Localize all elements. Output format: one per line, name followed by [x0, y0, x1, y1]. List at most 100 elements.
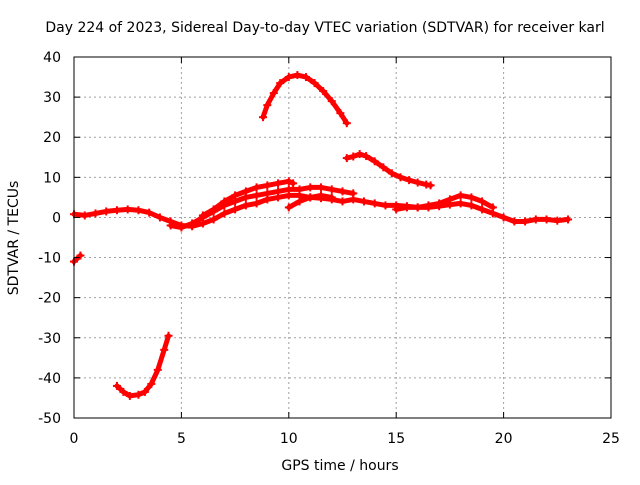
data-point: [166, 221, 175, 230]
data-point: [269, 89, 278, 98]
series-arc-8: [392, 191, 497, 214]
data-point: [147, 379, 156, 388]
data-point: [381, 201, 390, 210]
data-point: [164, 331, 173, 340]
y-tick-label: -40: [38, 371, 61, 387]
data-point: [317, 183, 326, 192]
data-point: [310, 79, 319, 88]
data-point: [349, 152, 358, 161]
data-point: [284, 203, 293, 212]
data-point: [263, 181, 272, 190]
data-point: [274, 179, 283, 188]
data-point: [112, 206, 121, 215]
y-tick-label: -30: [38, 331, 61, 347]
plot-frame: [73, 56, 612, 419]
y-tick-label: 30: [43, 90, 61, 106]
data-point: [293, 71, 302, 80]
data-point: [145, 208, 154, 217]
data-point: [413, 178, 422, 187]
series-line: [114, 333, 171, 399]
data-point: [467, 201, 476, 210]
data-point: [134, 206, 143, 215]
y-tick-label: 10: [43, 170, 61, 186]
series-arc-4: [198, 177, 298, 220]
axis-ticks: 0 5 10 15 20 25 -50 -40 -30 -20 -10 0 10 20 30 40: [38, 50, 620, 447]
data-point: [336, 109, 345, 118]
data-point: [160, 345, 169, 354]
data-point: [80, 211, 89, 220]
data-point: [295, 185, 304, 194]
data-point: [177, 223, 186, 232]
data-point: [488, 203, 497, 212]
data-point: [327, 97, 336, 106]
y-tick-label: 20: [43, 130, 61, 146]
series-line: [260, 72, 350, 126]
data-point: [231, 205, 240, 214]
series-arc-5: [284, 191, 336, 212]
data-point: [259, 113, 268, 122]
x-axis-label: GPS time / hours: [281, 458, 398, 474]
data-point: [209, 205, 218, 214]
data-point: [284, 73, 293, 82]
y-tick-label: -50: [38, 411, 61, 427]
data-series: [70, 71, 573, 400]
data-point: [342, 119, 351, 128]
y-axis-label: SDTVAR / TECUs: [6, 181, 22, 296]
series-arc-1: [70, 251, 85, 266]
data-point: [263, 101, 272, 110]
y-tick-label: 0: [52, 210, 61, 226]
data-point: [295, 197, 304, 206]
data-point: [276, 79, 285, 88]
data-point: [445, 195, 454, 204]
data-point: [362, 152, 371, 161]
x-tick-label: 20: [495, 431, 513, 447]
data-point: [396, 173, 405, 182]
data-point: [112, 381, 121, 390]
data-point: [102, 207, 111, 216]
x-tick-label: 10: [280, 431, 298, 447]
data-point: [413, 203, 422, 212]
data-point: [456, 191, 465, 200]
data-point: [231, 191, 240, 200]
data-point: [338, 197, 347, 206]
series-arc-9: [112, 331, 173, 400]
data-point: [426, 181, 435, 190]
data-point: [553, 216, 562, 225]
y-tick-label: -10: [38, 251, 61, 267]
data-point: [289, 179, 298, 188]
data-point: [188, 219, 197, 228]
data-point: [209, 215, 218, 224]
data-point: [424, 201, 433, 210]
data-point: [405, 176, 414, 185]
data-point: [155, 213, 164, 222]
series-line: [393, 192, 496, 212]
data-point: [379, 163, 388, 172]
data-point: [342, 154, 351, 163]
series-arc-7: [342, 150, 435, 190]
data-point: [564, 215, 573, 224]
data-point: [91, 209, 100, 218]
series-line: [200, 178, 296, 218]
data-point: [478, 205, 487, 214]
data-point: [301, 73, 310, 82]
series-line: [168, 184, 356, 230]
data-point: [317, 191, 326, 200]
data-point: [134, 390, 143, 399]
data-point: [284, 185, 293, 194]
y-tick-label: -20: [38, 291, 61, 307]
chart-title: Day 224 of 2023, Sidereal Day-to-day VTE…: [45, 20, 604, 36]
data-point: [284, 177, 293, 186]
data-point: [252, 183, 261, 192]
data-point: [220, 197, 229, 206]
data-point: [349, 189, 358, 198]
series-arc-3: [166, 183, 358, 232]
x-tick-label: 0: [70, 431, 79, 447]
data-point: [153, 365, 162, 374]
x-tick-label: 15: [387, 431, 405, 447]
data-point: [435, 199, 444, 208]
data-point: [263, 189, 272, 198]
data-point: [370, 157, 379, 166]
data-point: [478, 197, 487, 206]
data-point: [402, 203, 411, 212]
